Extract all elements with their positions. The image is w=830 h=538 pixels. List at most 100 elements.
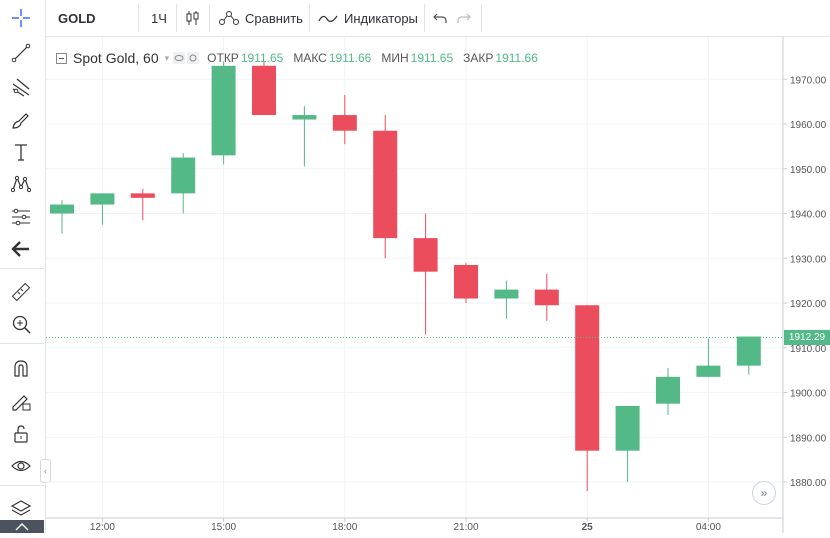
close-value: 1911.66 (495, 51, 538, 65)
toolbar-divider (138, 4, 139, 32)
close-label: ЗАКР (463, 51, 494, 65)
candle-up (615, 405, 640, 451)
y-tick-label: 1970.00 (790, 75, 827, 86)
price-axis: 1880.00 1890.00 1900.00 1910.00 1920.00 1930.… (782, 37, 827, 533)
symbol-search[interactable]: GOLD (58, 0, 96, 36)
candle-down (332, 115, 357, 131)
candle-up (171, 157, 196, 194)
y-tick-label: 1950.00 (790, 165, 827, 176)
crosshair-tool[interactable] (8, 5, 34, 31)
top-toolbar: GOLD 1Ч Сравнить Индикаторы (0, 0, 830, 37)
brush-tool[interactable] (8, 107, 34, 133)
undo-icon (433, 13, 447, 23)
trend-line-icon (11, 43, 31, 63)
current-price-tag: 1912.29 (784, 330, 830, 345)
candle-down (575, 305, 600, 451)
object-tree-tool[interactable] (8, 496, 34, 522)
unlock-icon (14, 425, 28, 443)
candle-up (736, 336, 761, 366)
chevron-up-icon (15, 523, 29, 531)
y-tick-label: 1930.00 (790, 254, 827, 265)
candle-up (696, 365, 721, 377)
magnet-tool[interactable] (8, 355, 34, 381)
eye-icon (11, 460, 31, 472)
toolbar-divider (0, 343, 44, 344)
pattern-tool[interactable] (8, 171, 34, 197)
ruler-tool[interactable] (8, 279, 34, 305)
magnet-icon (14, 360, 28, 377)
zoom-in-tool[interactable] (8, 311, 34, 337)
y-tick-label: 1920.00 (790, 299, 827, 310)
lock-drawing-tool[interactable] (8, 388, 34, 414)
candle-up (211, 65, 236, 156)
high-label: МАКС (293, 51, 327, 65)
low-label: МИН (381, 51, 409, 65)
candle-down (130, 193, 155, 198)
x-tick-label: 18:00 (332, 522, 357, 533)
hide-drawings-tool[interactable] (8, 453, 34, 479)
y-tick-label: 1940.00 (790, 210, 827, 221)
series-menu-icon[interactable]: ▾ (164, 52, 170, 63)
candle-down (413, 238, 438, 272)
pitchfork-icon (12, 78, 30, 97)
toolbar-divider (0, 485, 44, 486)
y-tick-label: 1960.00 (790, 120, 827, 131)
y-tick-label: 1880.00 (790, 478, 827, 489)
toolbar-divider (424, 4, 425, 32)
y-tick-label: 1890.00 (790, 433, 827, 444)
candle-down (373, 130, 398, 239)
redo-button[interactable] (456, 0, 472, 36)
remove-drawings-tool[interactable] (8, 236, 34, 262)
candle-up (90, 193, 115, 205)
undo-button[interactable] (432, 0, 448, 36)
toolbar-divider (0, 268, 44, 269)
scroll-to-realtime-button[interactable]: » (752, 481, 776, 505)
collapse-toolbar-button[interactable]: ‹ (40, 459, 51, 483)
series-title[interactable]: Spot Gold, 60 (73, 50, 159, 66)
candle-up (494, 289, 519, 299)
indicators-icon (318, 15, 338, 22)
candles-icon (186, 11, 199, 25)
compare-button[interactable]: Сравнить (218, 0, 303, 36)
fib-tool[interactable] (8, 74, 34, 100)
candle-up (292, 115, 317, 120)
settings-icon[interactable] (187, 52, 200, 64)
collapse-legend-icon[interactable] (56, 52, 67, 64)
chart-style-button[interactable] (184, 0, 202, 36)
toolbar-divider (481, 4, 482, 32)
measure-range-icon (12, 208, 30, 226)
lock-all-tool[interactable] (8, 421, 34, 447)
double-chevron-right-icon: » (760, 486, 768, 500)
y-tick-label: 1900.00 (790, 389, 827, 400)
redo-icon (457, 13, 471, 23)
pencil-lock-icon (12, 395, 31, 411)
compare-icon (219, 11, 239, 25)
x-tick-label: 04:00 (696, 522, 721, 533)
crosshair-icon (12, 9, 30, 27)
brush-icon (12, 113, 29, 129)
x-tick-label: 12:00 (90, 522, 115, 533)
candle-down (534, 289, 559, 306)
candles-layer (46, 61, 783, 491)
open-label: ОТКР (207, 51, 239, 65)
toolbar-divider (176, 4, 177, 32)
ruler-icon (11, 282, 31, 302)
x-tick-label: 25 (582, 522, 594, 533)
text-tool[interactable] (8, 139, 34, 165)
x-tick-label: 15:00 (211, 522, 236, 533)
chart-legend: Spot Gold, 60 ▾ ОТКР 1911.65 МАКС 1911.66 … (56, 50, 538, 66)
prediction-tool[interactable] (8, 204, 34, 230)
compare-label: Сравнить (245, 10, 303, 26)
chart-grid (46, 37, 783, 518)
indicators-button[interactable]: Индикаторы (318, 0, 418, 36)
trend-line-tool[interactable] (8, 40, 34, 66)
eye-toggle-icon[interactable] (173, 52, 186, 64)
favorites-toggle[interactable] (0, 520, 44, 533)
drawing-toolbar (0, 0, 46, 533)
interval-button[interactable]: 1Ч (151, 0, 167, 36)
candle-down (454, 264, 478, 299)
arrow-left-icon (11, 241, 29, 257)
candle-up (656, 376, 680, 404)
text-icon (15, 144, 27, 161)
